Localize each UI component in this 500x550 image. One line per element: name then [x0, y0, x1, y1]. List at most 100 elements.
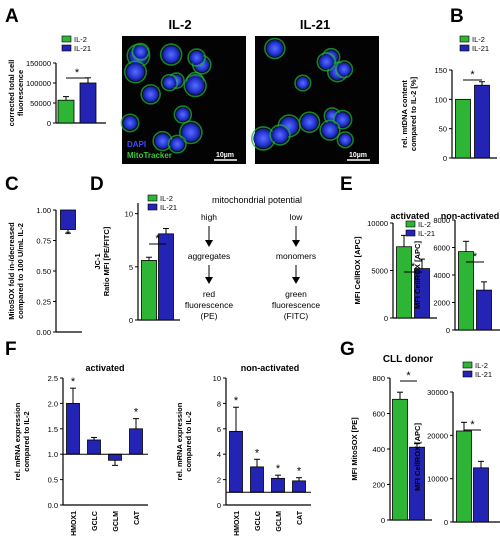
bar-g2-il-2 — [456, 430, 472, 523]
panel-letter-a: A — [5, 6, 19, 27]
y-axis-label-g1: MFI MitoSOX [PE] — [350, 417, 359, 481]
x-tick-label-f1: HMOX1 — [71, 511, 78, 536]
legend-label-g2: IL-2 — [475, 361, 488, 370]
bar-c-il-21 — [60, 209, 76, 230]
y-tick-label-g1: 200 — [372, 481, 385, 490]
chart-b: 0 50 100 150 rel. mtDNA content compared to I… — [400, 35, 497, 163]
chart-subtitle-f2: non-activated — [241, 363, 300, 373]
micrograph-title-il21: IL-21 — [300, 17, 330, 32]
y-tick-label-f2: 0 — [217, 501, 221, 510]
y-tick-label-g2: 10000 — [427, 475, 448, 484]
bar-a-il-21 — [79, 82, 97, 124]
legend-swatch-g2 — [462, 361, 473, 369]
cell-nucleus — [296, 76, 310, 90]
y-tick-label-f1: 1.5 — [48, 425, 58, 434]
significance-star-g1: * — [406, 370, 411, 382]
chart-subtitle-e2: non-activated — [441, 211, 500, 221]
panel-letter-f: F — [5, 339, 17, 360]
significance-star-e2: * — [473, 251, 478, 263]
chart-e1: 0 5000 10000 MFI CellROX [APC] activated * IL-… — [353, 211, 437, 323]
significance-star-f1: * — [71, 376, 76, 388]
bar-b-il-2 — [455, 98, 471, 159]
cell-nucleus — [321, 121, 339, 139]
cell-nucleus — [266, 40, 284, 58]
y-axis-label-e2: MFI CellROX [APC] — [413, 241, 422, 309]
cell-nucleus — [337, 62, 351, 77]
y-axis-label-f1: compared to IL-2 — [22, 411, 31, 471]
y-tick-label-e2: 2000 — [433, 299, 450, 308]
x-tick-label-f2: GCLM — [276, 511, 283, 532]
y-tick-label-b: 150 — [434, 66, 447, 75]
cell-nucleus — [122, 115, 138, 131]
y-tick-label-e1: 0 — [384, 314, 388, 323]
y-tick-label-e1: 10000 — [367, 219, 388, 228]
bar-b-il-21 — [474, 84, 490, 159]
y-tick-label-f2: 4 — [217, 450, 221, 459]
legend-label-b: IL-2 — [472, 35, 485, 44]
cell-nucleus — [271, 126, 289, 144]
y-axis-label-a: corrected total cell — [7, 60, 16, 127]
significance-star-f2: * — [276, 463, 281, 475]
y-axis-label-c: compared to 100 U/mL IL-2 — [16, 223, 25, 319]
significance-star-e1: * — [411, 261, 416, 273]
legend-swatch-d — [147, 194, 158, 202]
y-tick-label-f1: 0.5 — [48, 476, 58, 485]
cell-nucleus — [300, 113, 318, 131]
y-tick-label-d: 0 — [129, 316, 133, 325]
significance-star-f2: * — [297, 466, 302, 478]
bar-f1-cat — [129, 428, 143, 455]
mito-right-state: monomers — [276, 251, 316, 261]
y-axis-label-c: MitoSOX fold in-/decreased — [7, 222, 16, 320]
mito-left-result-2: fluorescence — [185, 300, 233, 310]
cell-mitotracker-ring — [120, 113, 140, 133]
cell-mitotracker-ring — [269, 124, 291, 146]
cell-nucleus — [142, 86, 159, 103]
significance-star-d: * — [155, 233, 160, 245]
cell-mitotracker-ring — [178, 120, 203, 145]
y-axis-label-b: rel. mtDNA content — [400, 80, 409, 148]
y-tick-label-g1: 400 — [372, 445, 385, 454]
cell-nucleus — [318, 54, 334, 70]
arrow-left-2-head — [205, 277, 213, 284]
y-tick-label-f2: 2 — [217, 476, 221, 485]
y-axis-label-f2: rel. mRNA expression — [175, 402, 184, 480]
cell-nucleus — [154, 133, 171, 149]
y-tick-label-f1: 2.0 — [48, 399, 58, 408]
cell-mitotracker-ring — [332, 109, 353, 130]
legend-swatch-a — [61, 44, 72, 52]
y-tick-label-g2: 30000 — [427, 388, 448, 397]
bar-e2-il-21 — [476, 289, 492, 331]
bar-a-il-2 — [57, 99, 75, 124]
cell-nucleus — [126, 62, 145, 82]
significance-star-g2: * — [470, 419, 475, 431]
legend-label-d: IL-2 — [160, 194, 173, 203]
mito-right-result-1: green — [285, 289, 307, 299]
cell-nucleus — [133, 45, 148, 59]
chart-a: 0 50000 100000 150000 corrected total cell fl… — [7, 35, 106, 128]
cell-mitotracker-ring — [159, 43, 183, 66]
bar-d-il-2 — [141, 260, 157, 321]
panel-letter-g: G — [340, 339, 355, 360]
bar-d-il-21 — [158, 233, 174, 321]
y-tick-label-c: 0.00 — [36, 328, 51, 337]
x-tick-label-f1: CAT — [134, 510, 141, 525]
y-axis-label-a: fluorescence — [16, 70, 25, 116]
chart-f1: 0.0 0.5 1.0 1.5 2.0 2.5 rel. mRNA expression co… — [13, 363, 148, 536]
cell-mitotracker-ring — [319, 119, 341, 141]
bar-f1-gclc — [87, 439, 101, 455]
mito-left-potential: high — [201, 212, 217, 222]
bar-f1-hmox1 — [66, 402, 80, 455]
scalebar-label-il2: 10µm — [216, 152, 234, 159]
x-tick-label-f2: CAT — [297, 510, 304, 525]
mito-right-result-3: (FITC) — [284, 311, 309, 321]
y-axis-label-f2: compared to IL-2 — [184, 411, 193, 471]
mitotracker-label: MitoTracker — [127, 151, 172, 160]
significance-star-c: * — [66, 229, 71, 241]
cell-mitotracker-ring — [316, 52, 337, 72]
significance-star-f1: * — [134, 407, 139, 419]
micrograph-il21-cells — [250, 37, 354, 151]
chart-e2: 0 2000 4000 6000 8000 MFI CellROX [APC] non-ac… — [413, 211, 500, 335]
y-tick-label-e2: 8000 — [433, 216, 450, 225]
cell-mitotracker-ring — [183, 73, 207, 98]
cell-nucleus — [185, 76, 205, 95]
